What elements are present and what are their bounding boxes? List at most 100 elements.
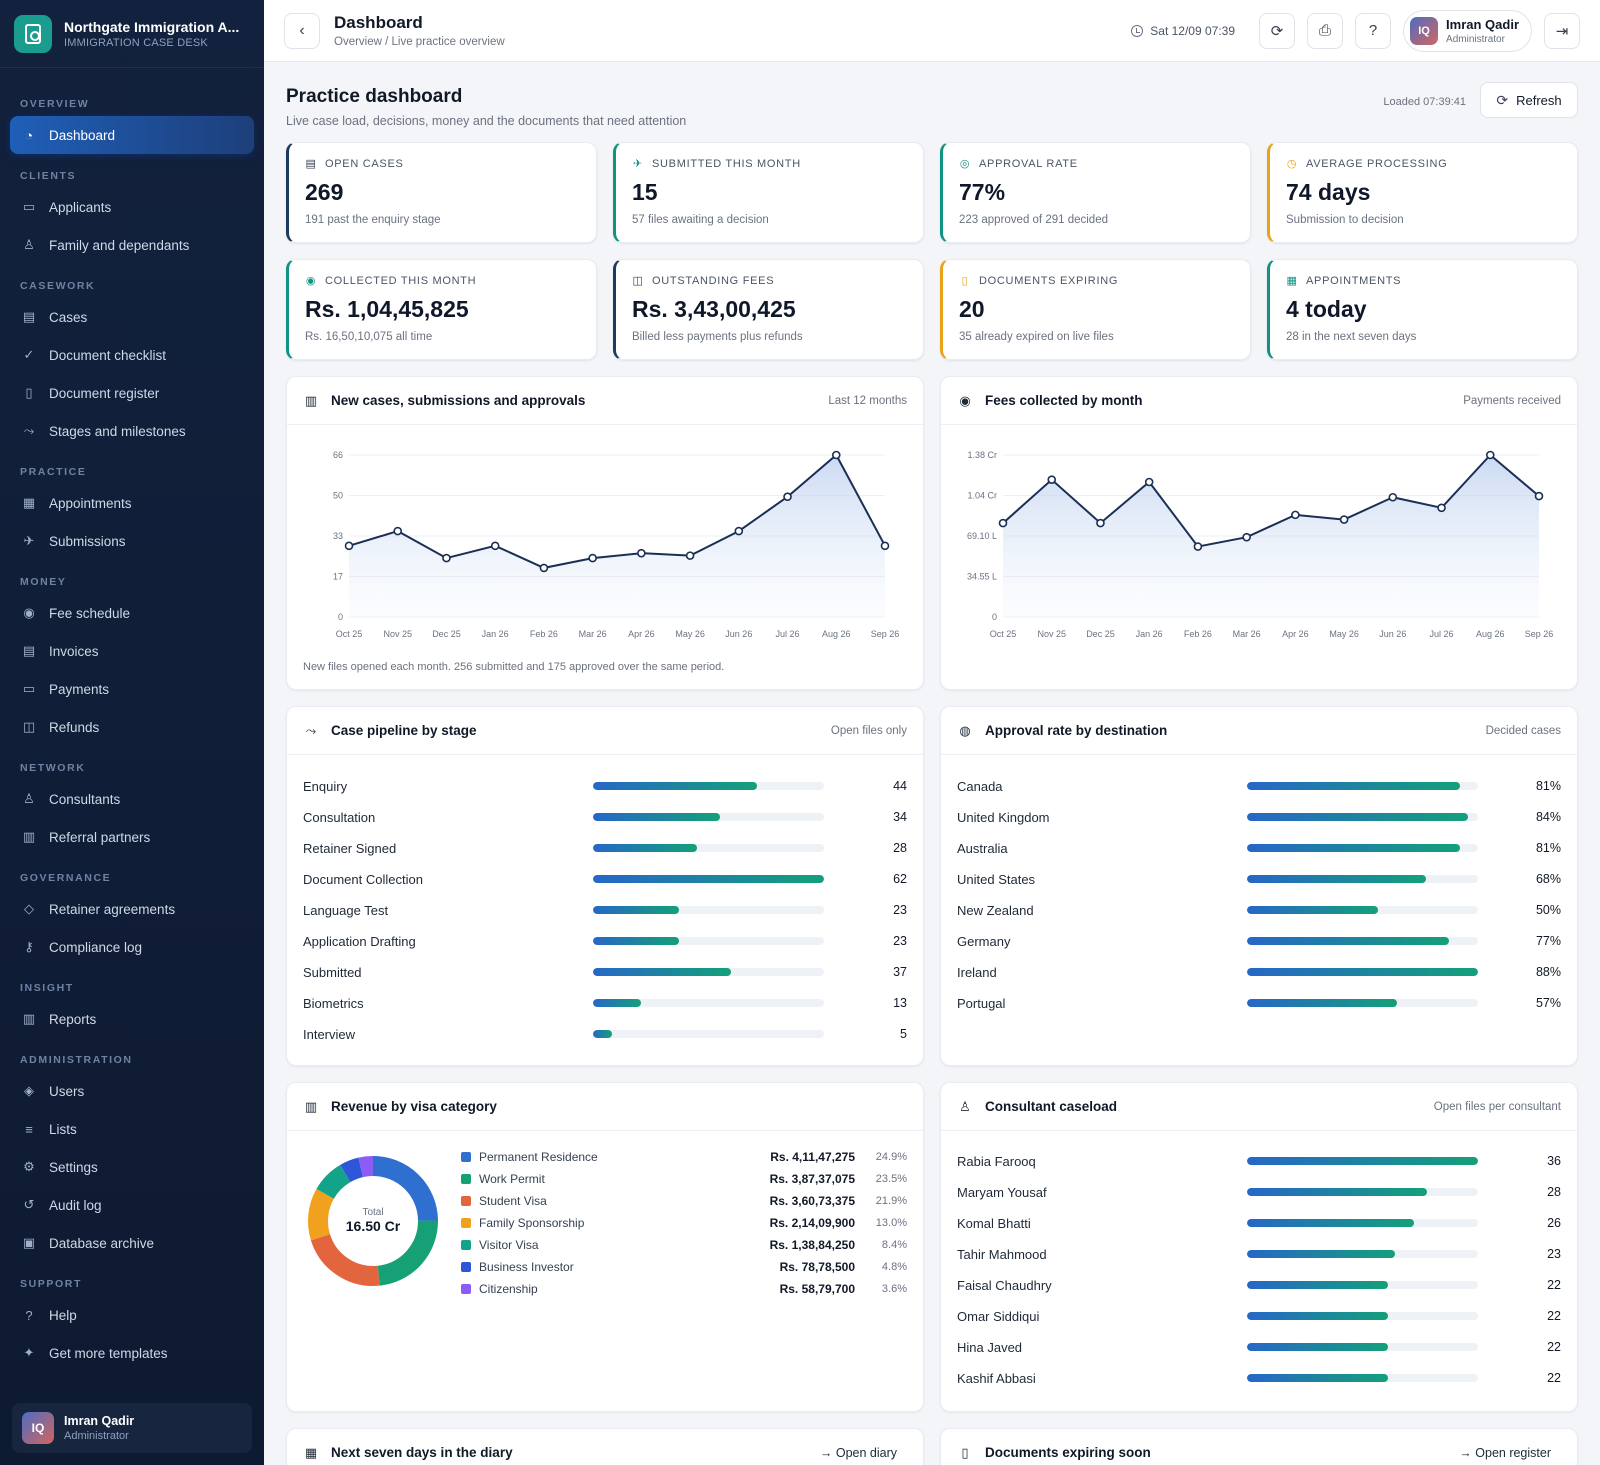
bar-row[interactable]: Omar Siddiqui 22 bbox=[957, 1306, 1561, 1326]
sidebar-item-retainer-agreements[interactable]: ◇ Retainer agreements bbox=[0, 890, 254, 928]
donut-slice[interactable] bbox=[377, 1220, 438, 1286]
print-button[interactable]: ⎙ bbox=[1307, 12, 1344, 49]
bar-row[interactable]: Canada 81% bbox=[957, 776, 1561, 796]
legend-item[interactable]: Family Sponsorship Rs. 2,14,09,900 13.0% bbox=[461, 1213, 907, 1233]
sidebar-item-help[interactable]: ? Help bbox=[0, 1296, 254, 1334]
legend-item[interactable]: Permanent Residence Rs. 4,11,47,275 24.9% bbox=[461, 1147, 907, 1167]
bar-row[interactable]: Retainer Signed 28 bbox=[303, 838, 907, 858]
bar-row[interactable]: Enquiry 44 bbox=[303, 776, 907, 796]
bar-row[interactable]: New Zealand 50% bbox=[957, 900, 1561, 920]
donut-slice[interactable] bbox=[308, 1188, 335, 1241]
data-point[interactable] bbox=[1534, 491, 1544, 501]
bar-row[interactable]: Language Test 23 bbox=[303, 900, 907, 920]
data-point[interactable] bbox=[393, 526, 403, 536]
data-point[interactable] bbox=[442, 553, 451, 563]
donut-slice[interactable] bbox=[316, 1164, 351, 1200]
donut-slice[interactable] bbox=[310, 1233, 380, 1286]
bar-row[interactable]: Germany 77% bbox=[957, 931, 1561, 951]
sidebar-item-referral-partners[interactable]: ▥ Referral partners bbox=[0, 818, 254, 856]
bar-row[interactable]: Rabia Farooq 36 bbox=[957, 1151, 1561, 1171]
help-button[interactable]: ? bbox=[1355, 12, 1392, 49]
bar-row[interactable]: Consultation 34 bbox=[303, 807, 907, 827]
sidebar-item-appointments[interactable]: ▦ Appointments bbox=[0, 484, 254, 522]
data-point[interactable] bbox=[1437, 503, 1446, 513]
sidebar-item-users[interactable]: ◈ Users bbox=[0, 1072, 254, 1110]
bar-row[interactable]: Document Collection 62 bbox=[303, 869, 907, 889]
data-point[interactable] bbox=[734, 526, 744, 536]
legend-item[interactable]: Business Investor Rs. 78,78,500 4.8% bbox=[461, 1257, 907, 1277]
legend-item[interactable]: Visitor Visa Rs. 1,38,84,250 8.4% bbox=[461, 1235, 907, 1255]
data-point[interactable] bbox=[1047, 475, 1057, 484]
data-point[interactable] bbox=[783, 492, 792, 502]
data-point[interactable] bbox=[998, 518, 1008, 528]
sidebar-item-database-archive[interactable]: ▣ Database archive bbox=[0, 1224, 254, 1262]
sidebar-item-get-more-templates[interactable]: ✦ Get more templates bbox=[0, 1334, 254, 1372]
bar-row[interactable]: United Kingdom 84% bbox=[957, 807, 1561, 827]
data-point[interactable] bbox=[1339, 515, 1349, 524]
bar-row[interactable]: Maryam Yousaf 28 bbox=[957, 1182, 1561, 1202]
sidebar-item-dashboard[interactable]: ◔ Dashboard bbox=[10, 116, 254, 154]
sync-button[interactable]: ⟳ bbox=[1259, 12, 1296, 49]
donut-slice[interactable] bbox=[358, 1156, 374, 1178]
sidebar-item-applicants[interactable]: ▭ Applicants bbox=[0, 188, 254, 226]
data-point[interactable] bbox=[1193, 542, 1203, 551]
bar-row[interactable]: Ireland 88% bbox=[957, 962, 1561, 982]
data-point[interactable] bbox=[831, 450, 841, 460]
bar-row[interactable]: Komal Bhatti 26 bbox=[957, 1213, 1561, 1233]
bar-row[interactable]: Tahir Mahmood 23 bbox=[957, 1244, 1561, 1264]
logout-button[interactable]: ⇥ bbox=[1544, 12, 1580, 49]
sidebar-item-document-checklist[interactable]: ✓ Document checklist bbox=[0, 336, 254, 374]
bar-row[interactable]: Biometrics 13 bbox=[303, 993, 907, 1013]
sidebar-item-document-register[interactable]: ▯ Document register bbox=[0, 374, 254, 412]
sidebar-item-payments[interactable]: ▭ Payments bbox=[0, 670, 254, 708]
donut-slice[interactable] bbox=[372, 1156, 438, 1222]
data-point[interactable] bbox=[637, 548, 646, 558]
data-point[interactable] bbox=[1096, 518, 1105, 528]
data-point[interactable] bbox=[1242, 532, 1251, 542]
brand[interactable]: Northgate Immigration A... IMMIGRATION C… bbox=[0, 0, 264, 68]
data-point[interactable] bbox=[539, 563, 549, 573]
data-point[interactable] bbox=[588, 553, 597, 563]
bar-row[interactable]: Application Drafting 23 bbox=[303, 931, 907, 951]
bar-row[interactable]: United States 68% bbox=[957, 869, 1561, 889]
sidebar-item-reports[interactable]: ▥ Reports bbox=[0, 1000, 254, 1038]
data-point[interactable] bbox=[1144, 477, 1154, 487]
sidebar-item-refunds[interactable]: ◫ Refunds bbox=[0, 708, 254, 746]
sidebar-item-settings[interactable]: ⚙ Settings bbox=[0, 1148, 254, 1186]
data-point[interactable] bbox=[1291, 510, 1300, 520]
bar-row[interactable]: Hina Javed 22 bbox=[957, 1337, 1561, 1357]
sidebar-item-submissions[interactable]: ✈ Submissions bbox=[0, 522, 254, 560]
sidebar-user[interactable]: IQ Imran Qadir Administrator bbox=[12, 1403, 252, 1453]
user-menu[interactable]: IQ Imran Qadir Administrator bbox=[1403, 9, 1532, 52]
data-point[interactable] bbox=[490, 541, 500, 551]
data-point[interactable] bbox=[344, 541, 354, 551]
sidebar-item-stages-and-milestones[interactable]: ⤳ Stages and milestones bbox=[0, 412, 254, 450]
bar-row[interactable]: Interview 5 bbox=[303, 1024, 907, 1044]
sidebar-item-cases[interactable]: ▤ Cases bbox=[0, 298, 254, 336]
refresh-button[interactable]: ⟳ Refresh bbox=[1480, 82, 1578, 118]
data-point[interactable] bbox=[1485, 450, 1495, 460]
sidebar-item-compliance-log[interactable]: ⚷ Compliance log bbox=[0, 928, 254, 966]
sidebar-item-label: Family and dependants bbox=[49, 237, 190, 253]
sidebar-item-family-and-dependants[interactable]: ♙ Family and dependants bbox=[0, 226, 254, 264]
data-point[interactable] bbox=[880, 541, 890, 551]
sidebar-item-lists[interactable]: ≡ Lists bbox=[0, 1110, 254, 1148]
sidebar-item-invoices[interactable]: ▤ Invoices bbox=[0, 632, 254, 670]
back-button[interactable]: ‹ bbox=[284, 12, 320, 49]
data-point[interactable] bbox=[685, 551, 695, 560]
sidebar-item-consultants[interactable]: ♙ Consultants bbox=[0, 780, 254, 818]
open-link[interactable]: → Open diary bbox=[820, 1446, 897, 1460]
legend-item[interactable]: Citizenship Rs. 58,79,700 3.6% bbox=[461, 1279, 907, 1299]
data-point[interactable] bbox=[1388, 492, 1398, 502]
sidebar-item-fee-schedule[interactable]: ◉ Fee schedule bbox=[0, 594, 254, 632]
legend-item[interactable]: Student Visa Rs. 3,60,73,375 21.9% bbox=[461, 1191, 907, 1211]
sidebar-item-audit-log[interactable]: ↺ Audit log bbox=[0, 1186, 254, 1224]
legend-item[interactable]: Work Permit Rs. 3,87,37,075 23.5% bbox=[461, 1169, 907, 1189]
bar-row[interactable]: Portugal 57% bbox=[957, 993, 1561, 1013]
open-link[interactable]: → Open register bbox=[1459, 1446, 1551, 1460]
bar-row[interactable]: Kashif Abbasi 22 bbox=[957, 1368, 1561, 1388]
bar-row[interactable]: Faisal Chaudhry 22 bbox=[957, 1275, 1561, 1295]
donut-slice[interactable] bbox=[340, 1157, 364, 1183]
bar-row[interactable]: Australia 81% bbox=[957, 838, 1561, 858]
bar-row[interactable]: Submitted 37 bbox=[303, 962, 907, 982]
